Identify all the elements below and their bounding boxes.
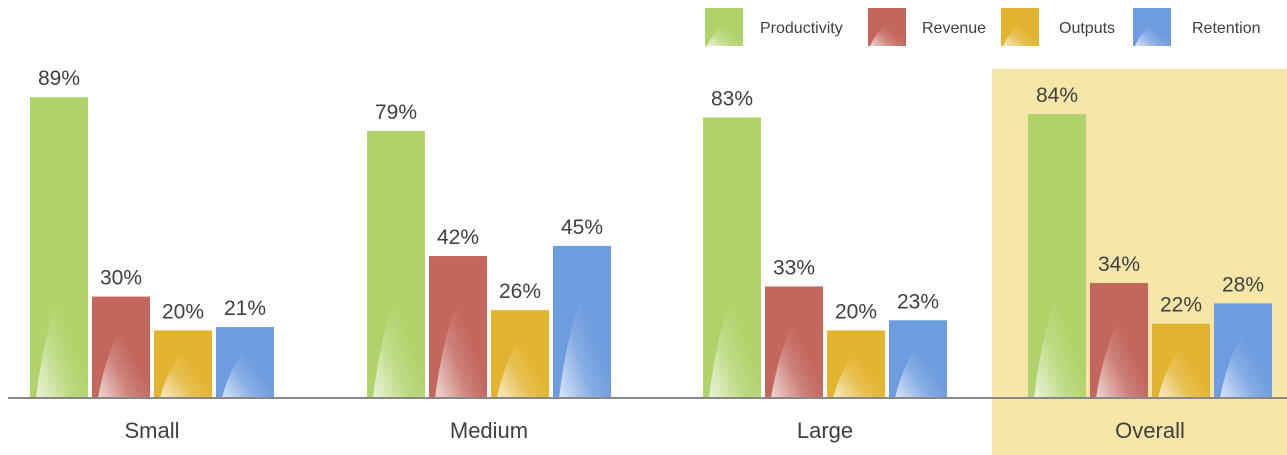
bar-shine-large-outputs: [833, 330, 885, 398]
data-label-small-retention: 21%: [224, 297, 266, 320]
data-label-medium-retention: 45%: [561, 216, 603, 239]
data-label-large-productivity: 83%: [711, 87, 753, 110]
category-labels: Small Medium Large Overall: [124, 418, 1184, 443]
data-label-small-outputs: 20%: [162, 300, 204, 323]
bar-shine-overall-outputs: [1158, 323, 1210, 398]
data-label-large-outputs: 20%: [835, 300, 877, 323]
bar-group-overall: 84% 34% 22% 28%: [1028, 84, 1272, 398]
data-label-large-retention: 23%: [897, 290, 939, 313]
data-label-overall-revenue: 34%: [1098, 253, 1140, 276]
bar-group-medium: 79% 42% 26% 45%: [367, 101, 611, 399]
bar-shine-overall-productivity: [1034, 248, 1086, 398]
legend-label-retention: Retention: [1192, 20, 1261, 37]
bar-shine-medium-productivity: [373, 248, 425, 398]
data-label-overall-outputs: 22%: [1160, 294, 1202, 317]
bar-shine-overall-revenue: [1096, 283, 1148, 398]
legend-label-productivity: Productivity: [760, 20, 843, 37]
legend-swatch-shine-retention: [1135, 14, 1171, 46]
bar-shine-small-productivity: [36, 248, 88, 398]
legend-swatch-shine-productivity: [707, 14, 743, 46]
legend-item-outputs: Outputs: [1001, 8, 1115, 46]
data-label-overall-retention: 28%: [1222, 273, 1264, 296]
bar-shine-large-revenue: [771, 286, 823, 398]
data-label-large-revenue: 33%: [773, 256, 815, 279]
legend-label-outputs: Outputs: [1059, 20, 1115, 37]
legend-item-productivity: Productivity: [705, 8, 843, 46]
data-label-medium-revenue: 42%: [437, 226, 479, 249]
bar-shine-large-retention: [895, 320, 947, 398]
legend-swatch-shine-revenue: [870, 14, 906, 46]
bar-group-large: 83% 33% 20% 23%: [703, 87, 947, 399]
bar-group-small: 89% 30% 20% 21%: [30, 67, 274, 399]
legend-item-retention: Retention: [1133, 8, 1261, 46]
data-label-overall-productivity: 84%: [1036, 84, 1078, 107]
category-label-overall: Overall: [1115, 418, 1185, 443]
bar-shine-medium-outputs: [497, 310, 549, 398]
bar-shine-small-retention: [222, 327, 274, 398]
bar-shine-small-outputs: [160, 330, 212, 398]
legend-swatch-shine-outputs: [1003, 14, 1039, 46]
legend: Productivity Revenue Outputs Retention: [705, 8, 1261, 46]
bar-shine-small-revenue: [98, 296, 150, 398]
bar-shine-medium-retention: [559, 248, 611, 398]
bar-shine-overall-retention: [1220, 303, 1272, 398]
data-label-medium-productivity: 79%: [375, 101, 417, 124]
bar-shine-medium-revenue: [435, 256, 487, 398]
bars-layer: 89% 30% 20% 21% 79% 42% 26% 45% 83% 33% 20% 23% 84% 3…: [30, 67, 1272, 399]
category-label-medium: Medium: [450, 418, 528, 443]
legend-label-revenue: Revenue: [922, 20, 986, 37]
category-label-small: Small: [124, 418, 179, 443]
data-label-medium-outputs: 26%: [499, 280, 541, 303]
bar-shine-large-productivity: [709, 248, 761, 398]
data-label-small-revenue: 30%: [100, 267, 142, 290]
data-label-small-productivity: 89%: [38, 67, 80, 90]
category-label-large: Large: [797, 418, 853, 443]
legend-item-revenue: Revenue: [868, 8, 986, 46]
